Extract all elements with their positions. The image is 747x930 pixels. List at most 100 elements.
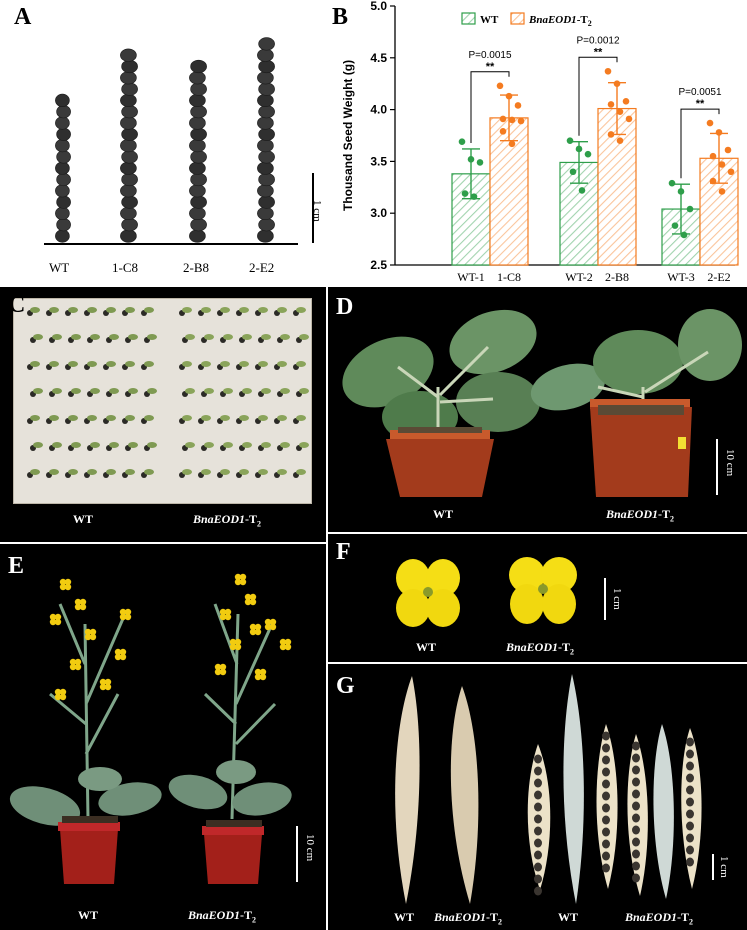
pod-seed — [534, 862, 542, 872]
panel-b-label: B — [332, 4, 349, 30]
p-value-label: P=0.0015 — [468, 50, 512, 61]
panel-e: E 10 cm WT BnaEOD1-T2 — [0, 544, 326, 930]
panel-c-label: C — [8, 292, 26, 318]
x-tick-label: 2-E2 — [707, 270, 730, 284]
seed — [258, 172, 275, 187]
caption-e-mut: BnaEOD1-T2 — [188, 908, 257, 925]
data-point — [616, 137, 624, 144]
panel-g: G 1 cm WT BnaEOD1-T2 WT BnaEOD1-T2 — [328, 664, 747, 930]
panel-b: B 2.5 3.0 3.5 4.0 4.5 5.0 Thousand Seed Weight… — [330, 0, 747, 285]
cotyledon — [128, 388, 138, 394]
flower-dot — [249, 623, 257, 631]
data-point — [499, 128, 507, 135]
cotyledon — [296, 307, 306, 313]
cotyledon — [106, 415, 116, 421]
cotyledon — [220, 469, 230, 475]
flower-dot — [219, 608, 227, 616]
seed — [190, 218, 207, 232]
cotyledon — [109, 334, 119, 340]
cotyledon — [277, 307, 287, 313]
cotyledon — [239, 469, 249, 475]
seed — [190, 150, 207, 164]
seed — [257, 139, 274, 153]
cotyledon — [144, 415, 154, 421]
cotyledon — [182, 361, 192, 367]
cotyledon — [144, 469, 154, 475]
panel-d-label: D — [336, 294, 354, 320]
cotyledon — [277, 469, 287, 475]
cotyledon — [68, 361, 78, 367]
flower-dot — [124, 613, 132, 621]
cotyledon — [87, 307, 97, 313]
data-point — [569, 168, 577, 176]
cotyledon — [106, 361, 116, 367]
pod-seed — [632, 777, 640, 787]
pod-seed — [602, 839, 610, 849]
scale-label-a: 1 cm — [311, 200, 323, 222]
seed — [258, 150, 275, 164]
cotyledon — [239, 307, 249, 313]
cotyledon — [280, 442, 290, 448]
cotyledon — [185, 442, 195, 448]
seed — [55, 116, 70, 130]
data-point — [517, 117, 525, 125]
flower-dot — [259, 673, 267, 681]
pod-seed — [632, 741, 640, 751]
pod-seed — [686, 749, 694, 759]
cotyledon — [87, 361, 97, 367]
plant-wt-e — [9, 603, 162, 884]
seed — [189, 116, 206, 130]
flower-dot — [239, 573, 247, 581]
cotyledon — [87, 469, 97, 475]
cotyledon — [109, 442, 119, 448]
flower-dot — [69, 663, 77, 671]
data-point — [578, 187, 586, 194]
flower-dot — [69, 658, 77, 666]
seed — [56, 172, 71, 187]
flower-dot — [254, 623, 262, 631]
seed — [189, 229, 206, 243]
seed — [55, 229, 70, 243]
cotyledon — [204, 442, 214, 448]
pod-seed — [632, 873, 640, 883]
seed — [257, 116, 274, 130]
seed — [121, 82, 138, 96]
pod-seed — [602, 743, 610, 753]
seed — [189, 93, 206, 107]
cotyledon — [261, 442, 271, 448]
data-point — [706, 119, 714, 127]
flower-dot — [79, 598, 87, 606]
caption-g-mut-opened: BnaEOD1-T2 — [625, 910, 694, 927]
pod-seed — [632, 825, 640, 835]
flower-dot — [249, 593, 257, 601]
x-tick-label: WT-3 — [667, 270, 695, 284]
cotyledon — [296, 361, 306, 367]
pod-seed — [632, 813, 640, 823]
cotyledon — [49, 469, 59, 475]
pod-seed — [602, 779, 610, 789]
y-tick-label: 3.0 — [370, 206, 387, 220]
cotyledon — [296, 469, 306, 475]
flower-dot — [59, 578, 67, 586]
seed — [120, 161, 137, 175]
flower-dot — [84, 628, 92, 636]
seed — [189, 206, 206, 220]
flower-dot — [249, 598, 257, 606]
p-value-label: P=0.0012 — [576, 35, 620, 46]
flower-dot — [74, 658, 82, 666]
cotyledon — [185, 388, 195, 394]
seed — [120, 93, 137, 107]
flower-dot — [99, 678, 107, 686]
cotyledon — [258, 469, 268, 475]
data-point — [467, 156, 475, 163]
seed — [258, 82, 275, 96]
flower-dot — [234, 573, 242, 581]
x-tick-label: WT-2 — [565, 270, 593, 284]
seed — [121, 218, 138, 232]
flower-dot — [74, 603, 82, 611]
seed — [55, 139, 70, 153]
pod-seed — [686, 821, 694, 831]
cotyledon — [144, 361, 154, 367]
data-point — [508, 140, 516, 148]
line-label-2b8: 2-B8 — [183, 260, 209, 275]
